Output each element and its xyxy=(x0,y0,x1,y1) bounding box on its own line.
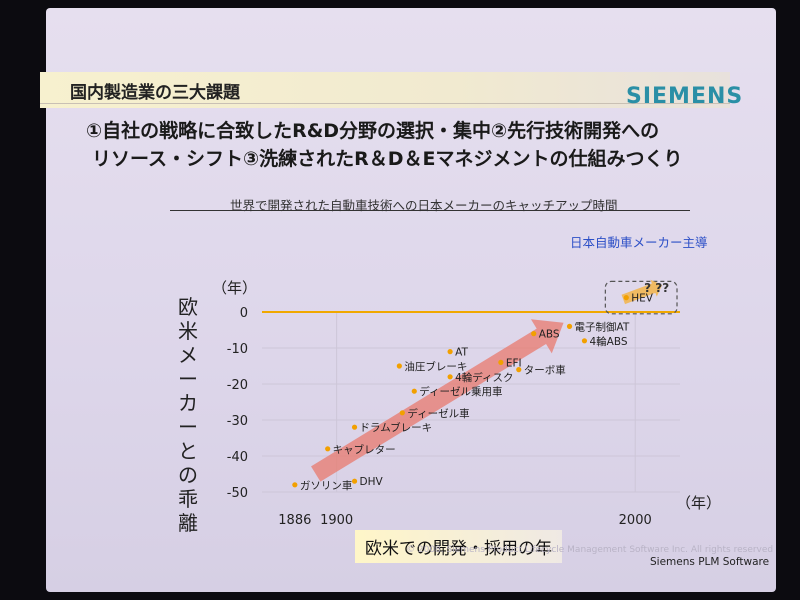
data-point-label: EFI xyxy=(506,357,522,369)
data-point xyxy=(498,359,504,365)
data-point xyxy=(531,331,537,337)
header-band xyxy=(40,72,730,108)
footer-brand: Siemens PLM Software xyxy=(650,556,770,568)
y-tick-label: -30 xyxy=(227,414,248,429)
data-point-label: ガソリン車 xyxy=(300,479,353,492)
data-point-label: ABS xyxy=(539,329,560,341)
siemens-logo: SIEMENS xyxy=(626,84,744,109)
data-point-label: HEV xyxy=(631,293,654,305)
data-point xyxy=(325,446,331,452)
data-point xyxy=(411,388,417,394)
data-point-label: ディーゼル乗用車 xyxy=(419,385,502,398)
data-point-label: 油圧ブレーキ xyxy=(404,360,467,373)
data-point-label: AT xyxy=(455,347,468,359)
x-axis-unit: （年） xyxy=(676,494,722,512)
y-tick-label: -10 xyxy=(227,342,248,357)
data-point-label: 4輪ABS xyxy=(589,335,627,348)
data-point xyxy=(516,367,522,373)
x-tick-label: 2000 xyxy=(619,513,652,528)
data-point xyxy=(566,323,573,329)
data-point xyxy=(581,338,588,344)
chart-title-rule xyxy=(170,210,690,211)
data-point-label: キャブレター xyxy=(333,443,396,456)
y-tick-label: -40 xyxy=(227,450,248,465)
data-point-label: 電子制御AT xyxy=(575,320,630,333)
y-tick-label: -50 xyxy=(227,486,248,501)
slide-title: 国内製造業の三大課題 xyxy=(70,83,240,103)
question-marks: ? ?? xyxy=(644,281,669,295)
x-tick-label: 1900 xyxy=(320,513,353,528)
data-point-label: ターボ車 xyxy=(524,364,566,377)
data-point xyxy=(292,482,298,488)
header-divider xyxy=(40,103,730,104)
subtitle-line-2: リソース・シフト③洗練されたR＆D＆Eマネジメントの仕組みつくり xyxy=(92,148,683,170)
data-point xyxy=(351,478,358,484)
data-point xyxy=(447,374,453,380)
annotation-note: 日本自動車メーカー主導 xyxy=(570,235,708,250)
trend-arrow xyxy=(311,319,564,482)
y-axis-unit: （年） xyxy=(212,279,258,297)
data-point xyxy=(396,363,402,369)
y-tick-label: 0 xyxy=(240,306,248,321)
x-tick-label: 1886 xyxy=(278,513,311,528)
hev-arrow xyxy=(621,279,663,305)
data-point xyxy=(623,295,629,301)
data-point xyxy=(447,349,453,355)
chart-title: 世界で開発された自動車技術への日本メーカーのキャッチアップ時間 xyxy=(230,198,618,213)
copyright-text: © 2008. Siemens Product Lifecycle Manage… xyxy=(406,545,774,555)
subtitle-line-1: ①自社の戦略に合致したR&D分野の選択・集中②先行技術開発への xyxy=(86,120,660,142)
data-point-label: ディーゼル車 xyxy=(407,407,469,420)
annotation-box xyxy=(604,280,678,315)
y-tick-label: -20 xyxy=(227,378,248,393)
data-point xyxy=(399,410,405,416)
x-axis-label: 欧米での開発・採用の年 xyxy=(355,530,562,563)
y-axis-label: 欧米メーカーとの乖離 xyxy=(178,295,198,535)
data-point-label: ドラムブレーキ xyxy=(360,421,433,434)
data-point-label: DHV xyxy=(360,476,384,488)
data-point xyxy=(351,424,358,430)
data-point-label: 4輪ディスク xyxy=(455,371,513,384)
